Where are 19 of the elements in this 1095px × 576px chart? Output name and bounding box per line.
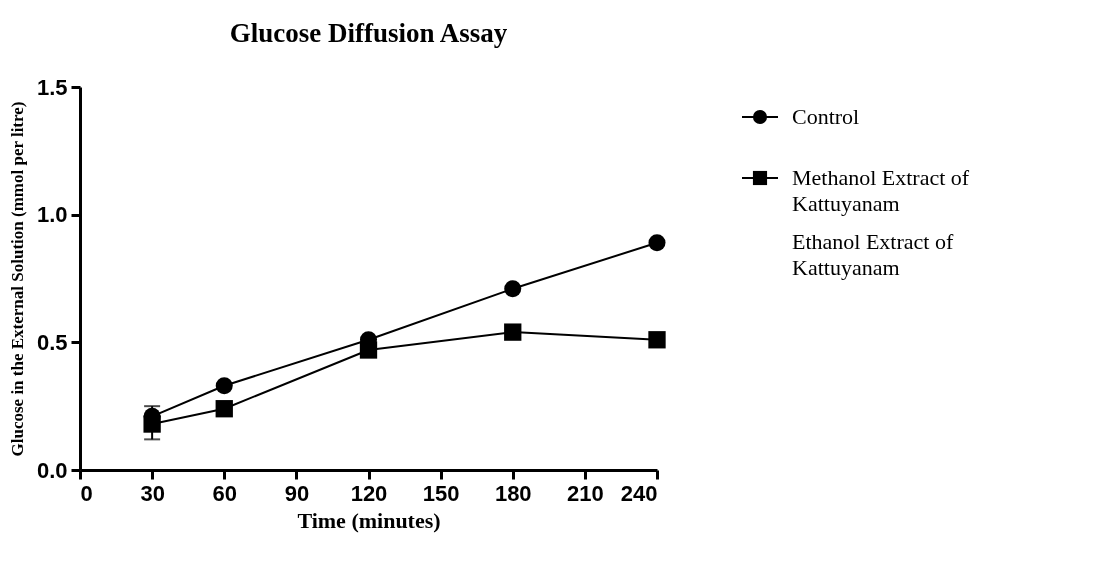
x-tick-label: 60 [212, 480, 237, 506]
text: Ethanol Extract of Kattuyanam [792, 229, 954, 280]
y-tick-label: 1.5 [36, 74, 68, 100]
y-tick-label: 0.0 [36, 457, 68, 483]
y-tick-label: 0.5 [36, 329, 68, 355]
x-tick-label: 120 [350, 480, 388, 506]
x-tick-label: 90 [284, 480, 310, 506]
x-tick-label: 210 [567, 480, 604, 506]
x-axis-title: Time (minutes) [297, 507, 441, 533]
x-tick-label: 0 [80, 480, 93, 506]
x-tick-label: 240 [620, 480, 658, 506]
y-axis-title: Glucose in the External Solution (mmol per litre) [7, 101, 27, 457]
y-tick-label: 1.0 [36, 202, 68, 228]
chart-title: Glucose Diffusion Assay [229, 18, 508, 48]
legend-label: Control [792, 104, 860, 129]
x-tick-label: 150 [422, 480, 460, 506]
x-tick-label: 30 [140, 480, 165, 506]
legend-label: Methanol Extract of Kattuyanam [792, 165, 970, 216]
x-tick-label: 180 [494, 480, 532, 506]
